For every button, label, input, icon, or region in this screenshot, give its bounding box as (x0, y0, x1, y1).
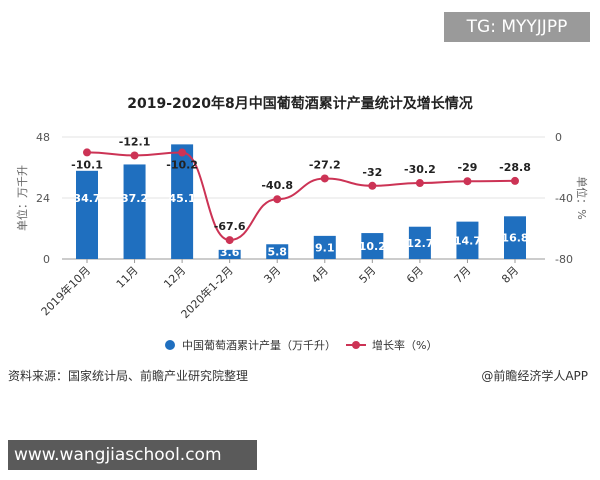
growth-point (320, 174, 329, 183)
growth-point (415, 179, 424, 188)
credit: @前瞻经济学人APP (481, 369, 588, 383)
bar-label: 10.2 (359, 240, 386, 253)
watermark-top: TG: MYYJJPP (444, 12, 590, 42)
bar (123, 164, 146, 259)
growth-label: -10.1 (71, 158, 103, 171)
bar (266, 244, 289, 259)
growth-point (178, 148, 187, 157)
watermark-bottom: www.wangjiaschool.com (8, 440, 257, 470)
bar (456, 221, 479, 259)
legend-line-dot (352, 341, 360, 349)
growth-label: -10.2 (166, 159, 198, 172)
growth-label: -12.1 (119, 135, 151, 148)
x-tick-label: 6月 (404, 264, 426, 286)
growth-label: -27.2 (309, 158, 341, 171)
bar (76, 170, 98, 259)
growth-label: -28.8 (499, 161, 531, 174)
bar-label: 37.2 (121, 192, 148, 205)
growth-line (86, 151, 516, 242)
x-tick-label: 7月 (452, 264, 474, 286)
growth-label: -30.2 (404, 163, 436, 176)
bar (408, 226, 431, 259)
right-tick-label: -80 (555, 253, 573, 266)
growth-point (273, 195, 282, 204)
legend-bar-marker (165, 340, 175, 350)
left-axis-label: 单位：万千升 (15, 165, 29, 231)
growth-point (511, 176, 519, 185)
growth-point (368, 181, 377, 190)
growth-label: -67.6 (214, 220, 246, 233)
bar (504, 216, 526, 259)
chart-title: 2019-2020年8月中国葡萄酒累计产量统计及增长情况 (127, 96, 473, 112)
growth-label: -40.8 (261, 179, 293, 192)
left-tick-label: 48 (36, 131, 50, 144)
growth-point (225, 236, 234, 245)
x-tick-label: 4月 (309, 264, 331, 286)
legend-line-label: 增长率（%） (372, 338, 437, 352)
x-tick-label: 2019年10月 (38, 263, 93, 318)
growth-label: -32 (362, 166, 382, 179)
bar-label: 45.1 (169, 192, 196, 205)
bar (361, 233, 384, 259)
growth-point (83, 148, 91, 157)
x-tick-label: 11月 (114, 264, 141, 291)
growth-label: -29 (458, 161, 478, 174)
left-tick-label: 0 (43, 253, 50, 266)
x-tick-label: 3月 (261, 264, 283, 286)
bar-label: 5.8 (267, 246, 287, 259)
left-tick-label: 24 (36, 192, 50, 205)
bar-label: 34.7 (73, 192, 100, 205)
bar (313, 235, 336, 259)
x-tick-label: 12月 (161, 264, 188, 291)
bar-label: 14.7 (454, 234, 481, 247)
legend-bar-label: 中国葡萄酒累计产量（万千升） (182, 338, 336, 352)
growth-point (463, 177, 472, 186)
growth-point (130, 151, 139, 160)
bar (218, 249, 241, 259)
x-tick-label: 8月 (499, 264, 521, 286)
right-tick-label: -40 (555, 192, 573, 205)
x-tick-label: 5月 (357, 264, 379, 286)
bar-label: 9.1 (315, 241, 335, 254)
bar-label: 16.8 (501, 232, 528, 245)
bar (171, 144, 194, 259)
source-note: 资料来源：国家统计局、前瞻产业研究院整理 (8, 369, 249, 383)
bar-label: 12.7 (406, 237, 433, 250)
right-tick-label: 0 (555, 131, 562, 144)
bar-label: 3.6 (220, 246, 240, 259)
right-axis-label: 单位：% (575, 176, 589, 219)
